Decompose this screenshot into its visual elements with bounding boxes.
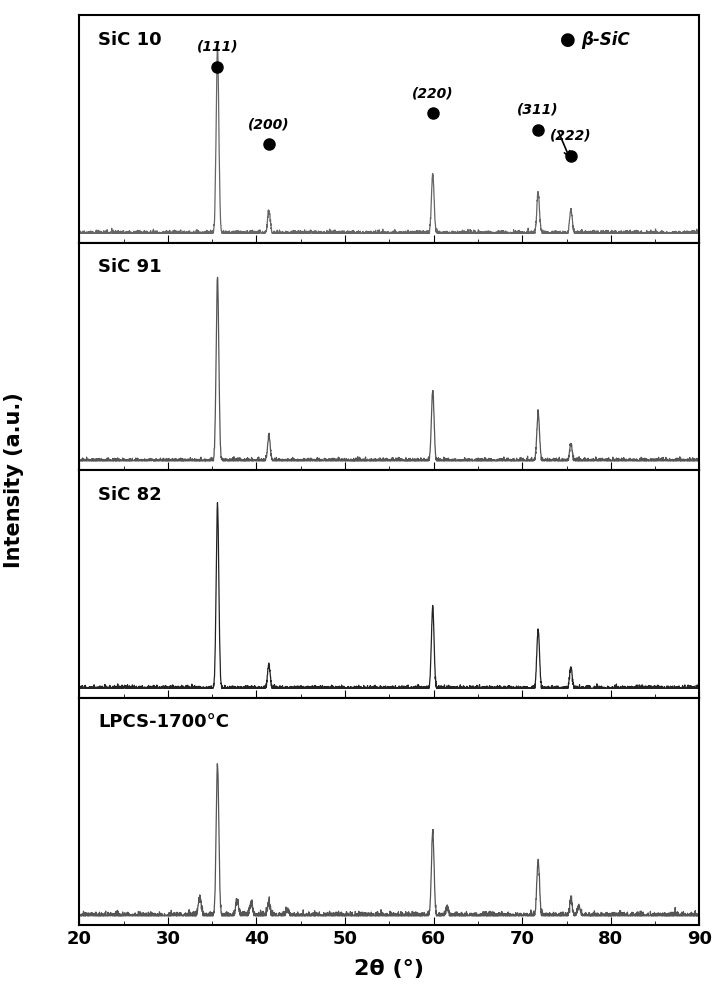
Text: LPCS-1700°C: LPCS-1700°C bbox=[98, 713, 229, 731]
Text: SiC 91: SiC 91 bbox=[98, 258, 162, 276]
Text: ●: ● bbox=[559, 31, 575, 49]
Text: β-SiC: β-SiC bbox=[582, 31, 630, 49]
Text: (311): (311) bbox=[518, 103, 559, 117]
X-axis label: 2θ (°): 2θ (°) bbox=[354, 959, 425, 979]
Text: Intensity (a.u.): Intensity (a.u.) bbox=[4, 392, 25, 568]
Text: SiC 82: SiC 82 bbox=[98, 486, 162, 504]
Text: SiC 10: SiC 10 bbox=[98, 31, 162, 49]
Text: (220): (220) bbox=[412, 86, 454, 100]
Text: (222): (222) bbox=[550, 129, 592, 143]
Text: (200): (200) bbox=[248, 118, 290, 132]
Text: (111): (111) bbox=[197, 40, 239, 54]
